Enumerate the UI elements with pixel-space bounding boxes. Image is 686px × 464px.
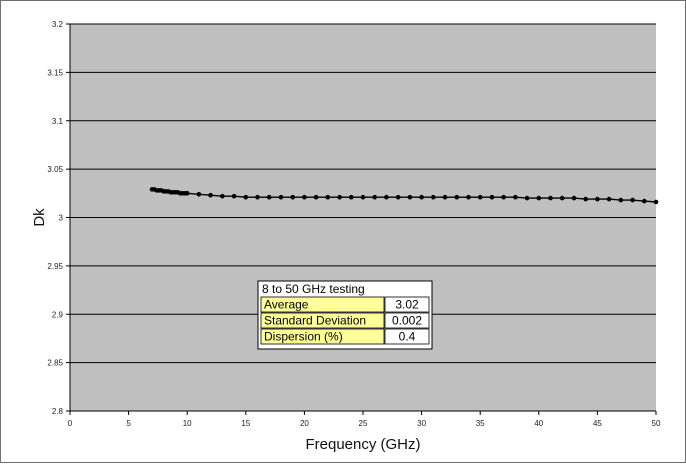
data-point (630, 197, 635, 203)
x-tick-label: 20 (300, 419, 309, 428)
stats-value-cell (384, 296, 430, 313)
x-tick-label: 45 (593, 419, 602, 428)
data-point (548, 195, 553, 201)
data-point (571, 195, 577, 201)
stats-value: 3.02 (395, 298, 419, 312)
data-point (513, 194, 518, 200)
stats-table: 8 to 50 GHz testing Average 3.02 Standard … (257, 280, 433, 350)
stats-value-cell (384, 328, 430, 345)
data-point (442, 194, 448, 200)
stats-label-cell (260, 312, 385, 329)
x-tick-label: 25 (359, 419, 368, 428)
x-tick-label: 0 (68, 419, 73, 428)
data-point (419, 194, 424, 200)
x-tick-label: 50 (652, 419, 661, 428)
data-point (349, 194, 354, 200)
x-tick-label: 35 (476, 419, 485, 428)
y-axis-title: Dk (31, 208, 48, 227)
y-tick-label: 3.2 (52, 20, 64, 29)
data-point (653, 199, 659, 205)
y-axis-ticks: 2.8 2.85 2.9 2.95 3 3.05 3.1 3.15 3.2 (47, 20, 70, 416)
data-point (595, 196, 600, 202)
x-axis-ticks: 0 5 10 15 20 25 30 35 40 45 50 (68, 411, 661, 428)
x-tick-label: 30 (417, 419, 426, 428)
data-point (184, 191, 190, 196)
data-point (395, 194, 401, 200)
x-tick-label: 10 (183, 419, 192, 428)
stats-value: 0.4 (399, 330, 416, 344)
data-point (489, 194, 495, 200)
data-point (606, 196, 612, 202)
data-point (559, 195, 565, 201)
data-point (208, 192, 213, 198)
y-tick-label: 2.8 (52, 407, 64, 416)
data-point (313, 194, 319, 200)
stats-value-cell (384, 312, 430, 329)
data-point (196, 192, 202, 197)
data-point (536, 195, 542, 201)
y-tick-label: 3 (59, 214, 64, 223)
x-tick-label: 40 (534, 419, 543, 428)
data-point (431, 194, 436, 200)
stats-label: Dispersion (%) (264, 330, 343, 344)
data-point (466, 194, 471, 200)
series-layer (149, 187, 659, 205)
data-point (407, 194, 413, 200)
x-tick-label: 5 (126, 419, 131, 428)
data-point (360, 194, 366, 200)
stats-table-rows: Average 3.02 Standard Deviation 0.002 Disper… (260, 296, 430, 345)
data-point (477, 194, 483, 200)
stats-value: 0.002 (392, 314, 422, 328)
data-point (290, 194, 296, 200)
data-point (255, 194, 260, 200)
data-point (618, 197, 624, 203)
data-point (642, 198, 647, 204)
data-point (302, 194, 307, 200)
stats-label: Average (264, 298, 309, 312)
y-tick-label: 3.15 (47, 68, 63, 77)
data-point (337, 194, 342, 200)
y-tick-label: 3.05 (47, 165, 63, 174)
y-tick-label: 3.1 (52, 117, 64, 126)
data-point (325, 194, 331, 200)
y-tick-label: 2.9 (52, 310, 64, 319)
stats-label-cell (260, 296, 385, 313)
stats-label-cell (260, 328, 385, 345)
stats-label: Standard Deviation (264, 314, 366, 328)
y-tick-label: 2.95 (47, 262, 63, 271)
data-point (501, 194, 506, 200)
data-point (266, 194, 272, 200)
data-point (454, 194, 460, 200)
stats-table-title: 8 to 50 GHz testing (262, 282, 365, 296)
data-point (583, 196, 588, 202)
x-axis-title: Frequency (GHz) (305, 436, 420, 453)
data-point (384, 194, 389, 200)
x-tick-label: 15 (241, 419, 250, 428)
data-point (220, 193, 225, 199)
data-point (524, 195, 530, 201)
data-point (372, 194, 378, 200)
data-point (231, 193, 237, 199)
data-point (278, 194, 284, 200)
data-point (243, 194, 249, 200)
y-tick-label: 2.85 (47, 359, 63, 368)
